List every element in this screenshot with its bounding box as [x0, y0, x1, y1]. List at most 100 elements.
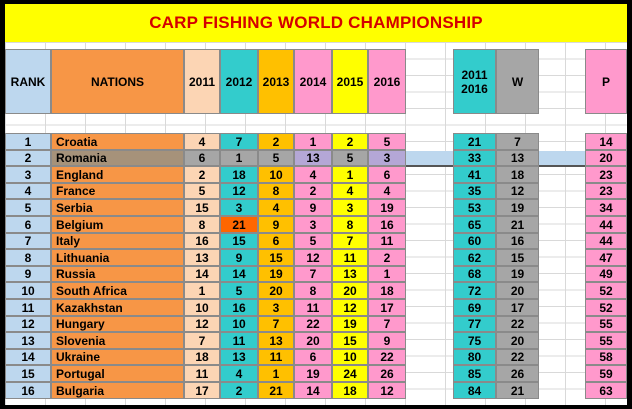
total-cell: 69 — [453, 299, 496, 316]
year-cell: 14 — [294, 382, 332, 399]
nation-cell: Russia — [51, 266, 184, 282]
header-rank: RANK — [5, 49, 51, 114]
header-year-2011: 2011 — [184, 49, 220, 114]
p-cell: 52 — [585, 282, 627, 299]
rank-cell: 13 — [5, 332, 51, 349]
total-cell: 41 — [453, 166, 496, 183]
year-cell: 8 — [258, 183, 294, 199]
nation-cell: South Africa — [51, 282, 184, 299]
year-cell: 24 — [332, 365, 368, 382]
w-cell: 20 — [496, 282, 539, 299]
year-cell: 18 — [220, 166, 258, 183]
total-cell: 62 — [453, 249, 496, 266]
year-cell: 13 — [220, 349, 258, 365]
w-cell: 26 — [496, 365, 539, 382]
p-cell: 23 — [585, 166, 627, 183]
year-cell: 22 — [368, 349, 406, 365]
year-cell: 6 — [184, 150, 220, 166]
w-cell: 19 — [496, 199, 539, 216]
total-cell: 72 — [453, 282, 496, 299]
header-p: P — [585, 49, 627, 114]
year-cell: 18 — [184, 349, 220, 365]
header-total-line1: 2011 — [461, 67, 488, 82]
w-cell: 12 — [496, 183, 539, 199]
year-cell: 16 — [368, 216, 406, 233]
year-cell: 7 — [332, 233, 368, 249]
nation-cell: Belgium — [51, 216, 184, 233]
year-cell: 4 — [332, 183, 368, 199]
year-cell: 1 — [184, 282, 220, 299]
year-cell: 19 — [368, 199, 406, 216]
w-cell: 20 — [496, 332, 539, 349]
nation-cell: Romania — [51, 150, 184, 166]
year-cell: 3 — [368, 150, 406, 166]
year-cell: 3 — [294, 216, 332, 233]
year-cell: 3 — [258, 299, 294, 316]
page-title: CARP FISHING WORLD CHAMPIONSHIP — [5, 4, 627, 42]
nation-cell: Slovenia — [51, 332, 184, 349]
year-cell: 13 — [294, 150, 332, 166]
year-cell: 11 — [332, 249, 368, 266]
year-cell: 19 — [258, 266, 294, 282]
w-cell: 17 — [496, 299, 539, 316]
year-cell: 14 — [184, 266, 220, 282]
year-cell: 16 — [184, 233, 220, 249]
w-cell: 15 — [496, 249, 539, 266]
year-cell: 5 — [368, 133, 406, 150]
year-cell: 5 — [184, 183, 220, 199]
total-cell: 75 — [453, 332, 496, 349]
header-nations: NATIONS — [51, 49, 184, 114]
year-cell: 9 — [220, 249, 258, 266]
rank-cell: 8 — [5, 249, 51, 266]
nation-cell: Ukraine — [51, 349, 184, 365]
year-cell: 1 — [332, 166, 368, 183]
year-cell: 5 — [220, 282, 258, 299]
rank-cell: 12 — [5, 316, 51, 332]
year-cell: 21 — [258, 382, 294, 399]
year-cell: 11 — [258, 349, 294, 365]
w-cell: 22 — [496, 349, 539, 365]
rank-cell: 5 — [5, 199, 51, 216]
rank-cell: 2 — [5, 150, 51, 166]
year-cell: 14 — [220, 266, 258, 282]
header-total-line2: 2016 — [461, 81, 488, 96]
year-cell: 18 — [332, 382, 368, 399]
p-cell: 52 — [585, 299, 627, 316]
year-cell: 15 — [332, 332, 368, 349]
total-cell: 80 — [453, 349, 496, 365]
year-cell: 4 — [220, 365, 258, 382]
rank-cell: 9 — [5, 266, 51, 282]
nation-cell: Hungary — [51, 316, 184, 332]
p-cell: 20 — [585, 150, 627, 166]
year-cell: 12 — [220, 183, 258, 199]
year-cell: 5 — [332, 150, 368, 166]
header-year-2015: 2015 — [332, 49, 368, 114]
year-cell: 2 — [368, 249, 406, 266]
year-cell: 16 — [220, 299, 258, 316]
year-cell: 10 — [258, 166, 294, 183]
year-cell: 11 — [368, 233, 406, 249]
year-cell: 11 — [220, 332, 258, 349]
year-cell: 13 — [258, 332, 294, 349]
year-cell: 1 — [220, 150, 258, 166]
nation-cell: Kazakhstan — [51, 299, 184, 316]
total-cell: 68 — [453, 266, 496, 282]
w-cell: 7 — [496, 133, 539, 150]
year-cell: 19 — [294, 365, 332, 382]
total-cell: 35 — [453, 183, 496, 199]
year-cell: 10 — [220, 316, 258, 332]
rank-cell: 7 — [5, 233, 51, 249]
p-cell: 44 — [585, 233, 627, 249]
header-year-2016: 2016 — [368, 49, 406, 114]
header-year-2012: 2012 — [220, 49, 258, 114]
rank-cell: 1 — [5, 133, 51, 150]
year-cell: 13 — [184, 249, 220, 266]
year-cell: 4 — [184, 133, 220, 150]
year-cell: 8 — [294, 282, 332, 299]
header-year-2014: 2014 — [294, 49, 332, 114]
p-cell: 47 — [585, 249, 627, 266]
year-cell: 22 — [294, 316, 332, 332]
w-cell: 22 — [496, 316, 539, 332]
total-cell: 84 — [453, 382, 496, 399]
year-cell: 7 — [184, 332, 220, 349]
